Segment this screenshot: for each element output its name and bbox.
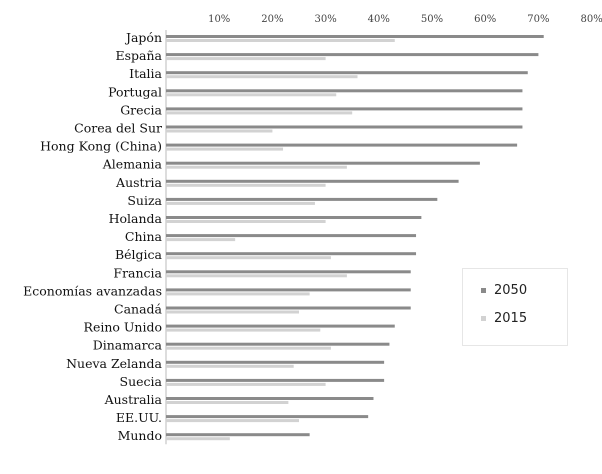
legend-label-2050: 2050 [494, 283, 528, 298]
category-label: Suiza [127, 193, 162, 208]
x-axis-ticks: 10% 20% 30% 40% 50% 60% 70% 80% [208, 14, 602, 25]
bar-2050 [166, 71, 528, 75]
category-label: Italia [129, 66, 162, 81]
bar-2015 [166, 57, 326, 61]
bar-2050 [166, 252, 417, 256]
x-tick-label: 60% [474, 14, 496, 25]
x-tick-label: 50% [421, 14, 443, 25]
bar-2050 [166, 397, 374, 400]
bar-2015 [166, 310, 299, 314]
category-label: Australia [104, 392, 163, 407]
x-tick-label: 30% [314, 14, 336, 25]
bar-2050 [166, 35, 544, 38]
bar-2015 [166, 238, 236, 242]
bar-2015 [166, 75, 358, 79]
bar-2050 [166, 360, 385, 364]
bar-2050 [166, 179, 459, 183]
category-label: Alemania [102, 157, 163, 172]
bars [166, 35, 544, 441]
bar-2015 [166, 39, 395, 42]
bar-2015 [166, 147, 284, 151]
bar-2015 [166, 183, 326, 187]
legend-item-2050: 2050 [481, 283, 527, 298]
category-label: Holanda [109, 211, 163, 226]
category-label: Japón [124, 30, 162, 45]
bar-2015 [166, 165, 347, 169]
bar-2050 [166, 143, 518, 147]
bar-2015 [166, 201, 315, 205]
bar-2050 [166, 125, 523, 129]
bar-2050 [166, 216, 422, 219]
bar-2050 [166, 415, 369, 419]
category-labels: Japón España Italia Portugal Grecia Corea del… [23, 30, 162, 443]
bar-2050 [166, 324, 395, 328]
category-label: Bélgica [115, 247, 163, 262]
bar-2015 [166, 256, 331, 260]
bar-2015 [166, 220, 326, 223]
category-label: Dinamarca [93, 338, 163, 353]
bar-2050 [166, 306, 411, 310]
bar-2050 [166, 378, 385, 382]
bar-2015 [166, 292, 310, 296]
legend-swatch-2050 [481, 288, 486, 293]
bar-2050 [166, 53, 539, 57]
bar-2015 [166, 274, 347, 278]
bar-2015 [166, 401, 289, 404]
bar-2050 [166, 342, 390, 346]
bar-2015 [166, 93, 337, 97]
legend: 2050 2015 [462, 268, 568, 346]
category-label: EE.UU. [116, 410, 162, 425]
bar-2015 [166, 419, 299, 423]
category-label: Nueva Zelanda [66, 356, 162, 371]
bar-2015 [166, 328, 321, 332]
bar-2015 [166, 364, 294, 368]
bar-2015 [166, 129, 273, 133]
x-tick-label: 70% [527, 14, 549, 25]
bar-2015 [166, 111, 353, 115]
category-label: Francia [113, 265, 162, 280]
bar-2050 [166, 161, 480, 165]
category-label: Portugal [108, 84, 162, 99]
x-tick-label: 10% [208, 14, 230, 25]
category-label: China [125, 229, 163, 244]
bar-2015 [166, 346, 331, 350]
x-tick-label: 20% [261, 14, 283, 25]
category-label: Reino Unido [84, 320, 162, 335]
bar-2050 [166, 197, 438, 201]
bar-2050 [166, 89, 523, 93]
legend-item-2015: 2015 [481, 311, 527, 326]
bar-2015 [166, 437, 230, 441]
legend-swatch-2015 [481, 316, 486, 321]
category-label: Canadá [114, 302, 163, 317]
category-label: Hong Kong (China) [40, 139, 162, 154]
bar-2015 [166, 382, 326, 386]
category-label: España [116, 48, 163, 63]
category-label: Economías avanzadas [23, 283, 162, 298]
bar-2050 [166, 107, 523, 111]
bar-2050 [166, 433, 310, 437]
bar-2050 [166, 288, 411, 292]
category-label: Corea del Sur [74, 121, 162, 136]
bar-2050 [166, 270, 411, 274]
category-label: Suecia [120, 374, 163, 389]
x-tick-label: 80% [580, 14, 602, 25]
category-label: Grecia [120, 102, 162, 117]
bar-2050 [166, 234, 417, 238]
x-tick-label: 40% [368, 14, 390, 25]
category-label: Austria [115, 175, 162, 190]
legend-label-2015: 2015 [494, 311, 528, 326]
category-label: Mundo [118, 428, 162, 443]
